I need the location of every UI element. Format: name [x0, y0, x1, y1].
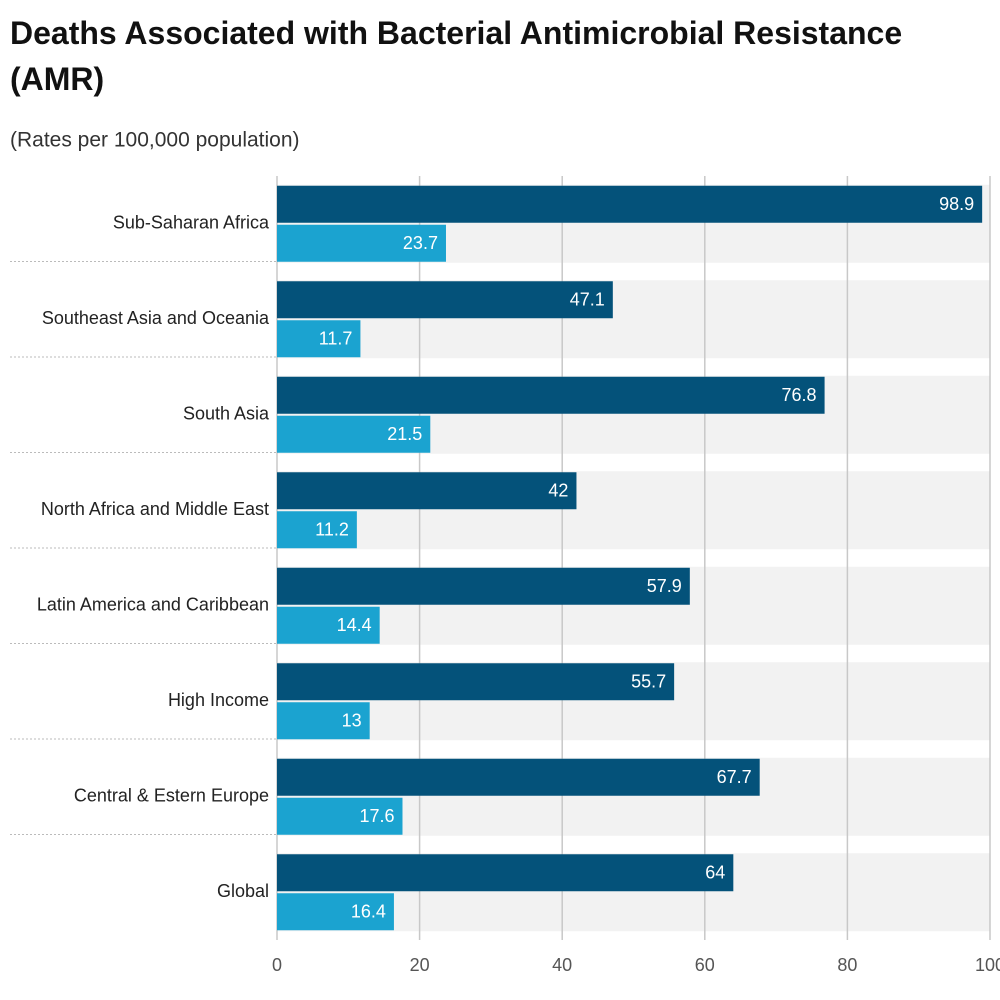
bar [277, 797, 403, 835]
bar [277, 854, 734, 892]
bar [277, 702, 370, 740]
y-tick-label: Central & Estern Europe [74, 786, 269, 806]
value-label: 76.8 [782, 385, 817, 405]
value-label: 64 [705, 863, 725, 883]
chart-title: Deaths Associated with Bacterial Antimic… [10, 15, 902, 97]
value-label: 55.7 [631, 672, 666, 692]
value-label: 17.6 [359, 806, 394, 826]
x-tick-label: 0 [272, 955, 282, 975]
bar [277, 606, 380, 644]
bar [277, 567, 690, 605]
value-label: 14.4 [337, 615, 372, 635]
value-label: 23.7 [403, 233, 438, 253]
y-tick-label: Latin America and Caribbean [37, 595, 269, 615]
y-tick-label: Global [217, 881, 269, 901]
bar [277, 376, 825, 414]
bar [277, 511, 357, 549]
value-label: 47.1 [570, 290, 605, 310]
bar [277, 185, 983, 223]
x-tick-label: 20 [410, 955, 430, 975]
bar [277, 320, 361, 358]
bar [277, 472, 577, 510]
bar [277, 663, 675, 701]
y-tick-label: High Income [168, 690, 269, 710]
value-label: 67.7 [717, 767, 752, 787]
x-tick-label: 60 [695, 955, 715, 975]
chart-subtitle: (Rates per 100,000 population) [10, 129, 300, 152]
bar [277, 281, 613, 319]
x-tick-label: 80 [837, 955, 857, 975]
y-tick-label: Southeast Asia and Oceania [42, 308, 270, 328]
bar [277, 415, 431, 453]
value-label: 11.2 [315, 520, 349, 540]
bar [277, 758, 760, 796]
x-tick-label: 100 [975, 955, 1000, 975]
x-tick-label: 40 [552, 955, 572, 975]
value-label: 98.9 [939, 194, 974, 214]
value-label: 42 [548, 481, 568, 501]
value-label: 21.5 [387, 424, 422, 444]
value-label: 57.9 [647, 576, 682, 596]
value-label: 13 [342, 711, 362, 731]
y-tick-label: South Asia [183, 404, 270, 424]
y-tick-label: Sub-Saharan Africa [113, 213, 270, 233]
value-label: 16.4 [351, 902, 386, 922]
value-label: 11.7 [319, 329, 353, 349]
bar [277, 224, 446, 262]
y-tick-label: North Africa and Middle East [41, 499, 269, 519]
bar [277, 893, 394, 931]
